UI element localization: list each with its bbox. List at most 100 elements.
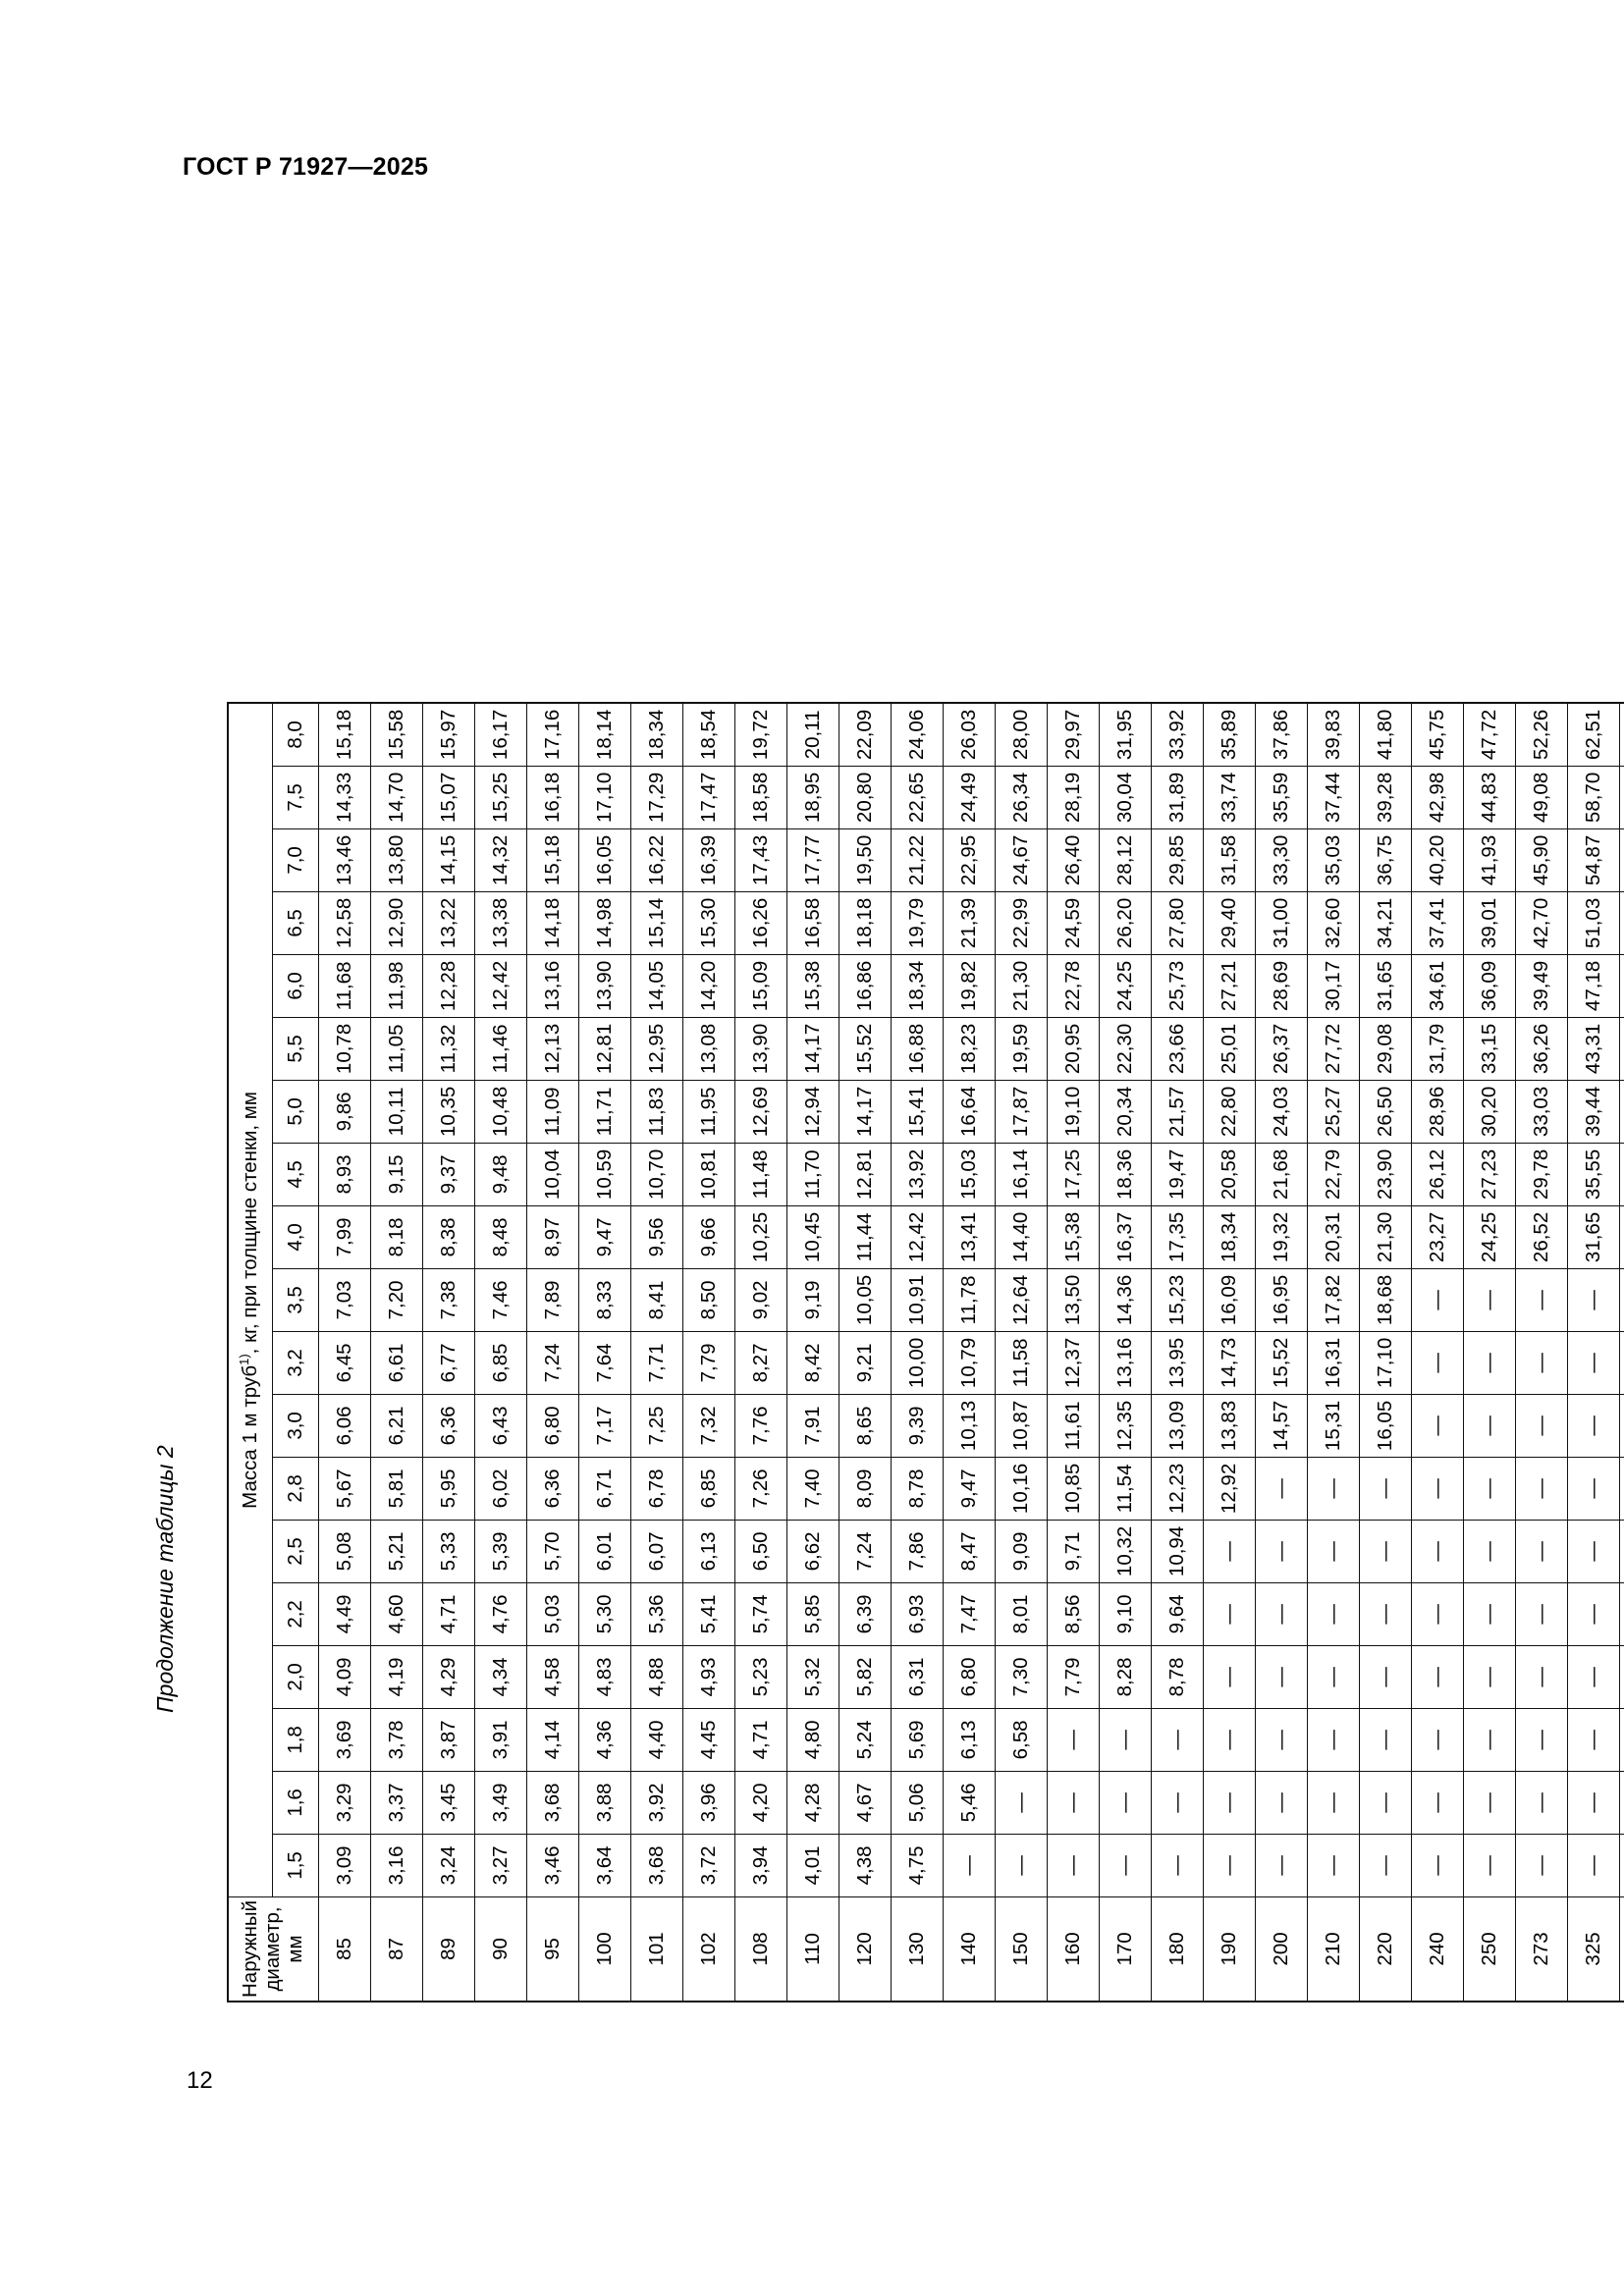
mass-cell: 7,25 (630, 1394, 683, 1458)
mass-cell: 17,47 (682, 766, 735, 829)
mass-cell: 11,05 (370, 1017, 423, 1081)
pipe-mass-table: Наружный диаметр, мм Масса 1 м труб1), к… (227, 701, 1624, 2002)
mass-cell: 37,86 (1255, 702, 1308, 767)
mass-cell: 3,72 (682, 1834, 735, 1897)
outer-diameter-cell: 108 (734, 1896, 787, 2002)
mass-cell: 31,65 (1567, 1205, 1620, 1269)
mass-cell: — (1359, 1771, 1412, 1835)
mass-cell: 18,34 (630, 702, 683, 767)
mass-cell: 16,17 (474, 702, 527, 767)
mass-cell: — (1307, 1708, 1360, 1772)
mass-cell: 9,48 (474, 1143, 527, 1206)
mass-cell: 14,73 (1203, 1331, 1256, 1395)
mass-cell: 5,33 (422, 1520, 475, 1583)
mass-cell: 5,74 (734, 1582, 787, 1646)
mass-cell: — (1515, 1331, 1568, 1395)
mass-cell: 5,95 (422, 1457, 475, 1521)
mass-cell: 4,83 (578, 1645, 631, 1709)
mass-cell: 4,80 (786, 1708, 839, 1772)
mass-cell: 9,56 (630, 1205, 683, 1269)
mass-cell: 11,58 (995, 1331, 1048, 1395)
mass-cell: 30,17 (1307, 954, 1360, 1018)
mass-cell: 29,08 (1359, 1017, 1412, 1081)
outer-diameter-cell: 180 (1151, 1896, 1204, 2002)
mass-cell: — (1515, 1394, 1568, 1458)
mass-cell: 4,28 (786, 1771, 839, 1835)
mass-cell: 3,29 (318, 1771, 371, 1835)
mass-cell: 20,58 (1203, 1143, 1256, 1206)
mass-cell: 8,78 (1151, 1645, 1204, 1709)
mass-cell: — (1619, 1143, 1624, 1206)
mass-cell: 15,31 (1307, 1394, 1360, 1458)
mass-cell: 4,88 (630, 1645, 683, 1709)
mass-cell: 25,27 (1307, 1080, 1360, 1144)
table-row: 351——————————————————68,10 (1619, 702, 1624, 2002)
mass-cell: 18,14 (578, 702, 631, 767)
mass-cell: 11,78 (943, 1268, 996, 1332)
mass-cell: 35,59 (1255, 766, 1308, 829)
mass-cell: 12,42 (891, 1205, 944, 1269)
mass-cell: 12,37 (1047, 1331, 1100, 1395)
mass-cell: 14,98 (578, 891, 631, 955)
mass-cell: — (1619, 891, 1624, 955)
mass-cell: 13,46 (318, 828, 371, 892)
table-row: 150— —6,58 7,30 8,01 9,09 10,16 10,87 11,58 12,6… (995, 702, 1048, 2002)
mass-cell: 13,08 (682, 1017, 735, 1081)
mass-cell: 15,52 (839, 1017, 892, 1081)
mass-cell: — (1307, 1457, 1360, 1521)
mass-cell: 21,22 (891, 828, 944, 892)
table-row: 273— — — — — — — — — —26,52 29,78 33,03 36,26 39,49 42… (1515, 702, 1568, 2002)
mass-cell: 51,03 (1567, 891, 1620, 955)
mass-cell: — (1463, 1582, 1516, 1646)
table-row: 210— — — — — — —15,31 16,31 17,82 20,31 22,79 25,27… (1307, 702, 1360, 2002)
mass-cell: 6,85 (682, 1457, 735, 1521)
table-row: 170— — —8,28 9,10 10,32 11,54 12,35 13,16 14,36 1… (1099, 702, 1152, 2002)
mass-cell: — (1515, 1457, 1568, 1521)
mass-cell: 4,40 (630, 1708, 683, 1772)
mass-cell: 36,26 (1515, 1017, 1568, 1081)
mass-cell: — (1567, 1645, 1620, 1709)
mass-cell: 13,92 (891, 1143, 944, 1206)
mass-cell: — (1619, 954, 1624, 1018)
table-row: 140—5,46 6,13 6,80 7,47 8,47 9,47 10,13 10,79 11… (943, 702, 996, 2002)
mass-cell: 24,49 (943, 766, 996, 829)
mass-cell: 6,01 (578, 1520, 631, 1583)
mass-cell: 22,99 (995, 891, 1048, 955)
mass-cell: 25,01 (1203, 1017, 1256, 1081)
mass-cell: 21,39 (943, 891, 996, 955)
table-row: 85 3,09 3,29 3,69 4,09 4,49 5,08 5,67 6,06 6,45 7,… (318, 702, 371, 2002)
mass-cell: 9,86 (318, 1080, 371, 1144)
mass-cell: — (1307, 1520, 1360, 1583)
outer-diameter-cell: 90 (474, 1896, 527, 2002)
mass-cell: 4,20 (734, 1771, 787, 1835)
mass-cell: 5,82 (839, 1645, 892, 1709)
mass-cell: 8,28 (1099, 1645, 1152, 1709)
mass-cell: 16,09 (1203, 1268, 1256, 1332)
mass-cell: — (1203, 1771, 1256, 1835)
mass-cell: 3,88 (578, 1771, 631, 1835)
mass-cell: — (1567, 1708, 1620, 1772)
mass-cell: 5,36 (630, 1582, 683, 1646)
mass-cell: — (995, 1771, 1048, 1835)
outer-diameter-cell: 220 (1359, 1896, 1412, 2002)
table-body: 85 3,09 3,29 3,69 4,09 4,49 5,08 5,67 6,06 6,45 7,… (318, 702, 1624, 2002)
mass-cell: 39,83 (1307, 702, 1360, 767)
mass-cell: 10,13 (943, 1394, 996, 1458)
mass-cell: 6,61 (370, 1331, 423, 1395)
mass-cell: 17,29 (630, 766, 683, 829)
mass-cell: 10,87 (995, 1394, 1048, 1458)
mass-cell: — (1307, 1834, 1360, 1897)
mass-cell: — (995, 1834, 1048, 1897)
mass-cell: — (1619, 1457, 1624, 1521)
mass-cell: — (1567, 1331, 1620, 1395)
thickness-header-0: 1,5 (272, 1834, 319, 1897)
mass-cell: 7,24 (526, 1331, 579, 1395)
mass-cell: 7,24 (839, 1520, 892, 1583)
mass-cell: 30,04 (1099, 766, 1152, 829)
mass-cell: 5,06 (891, 1771, 944, 1835)
mass-cell: 27,23 (1463, 1143, 1516, 1206)
mass-cell: 5,39 (474, 1520, 527, 1583)
mass-cell: 24,67 (995, 828, 1048, 892)
mass-cell: 33,30 (1255, 828, 1308, 892)
